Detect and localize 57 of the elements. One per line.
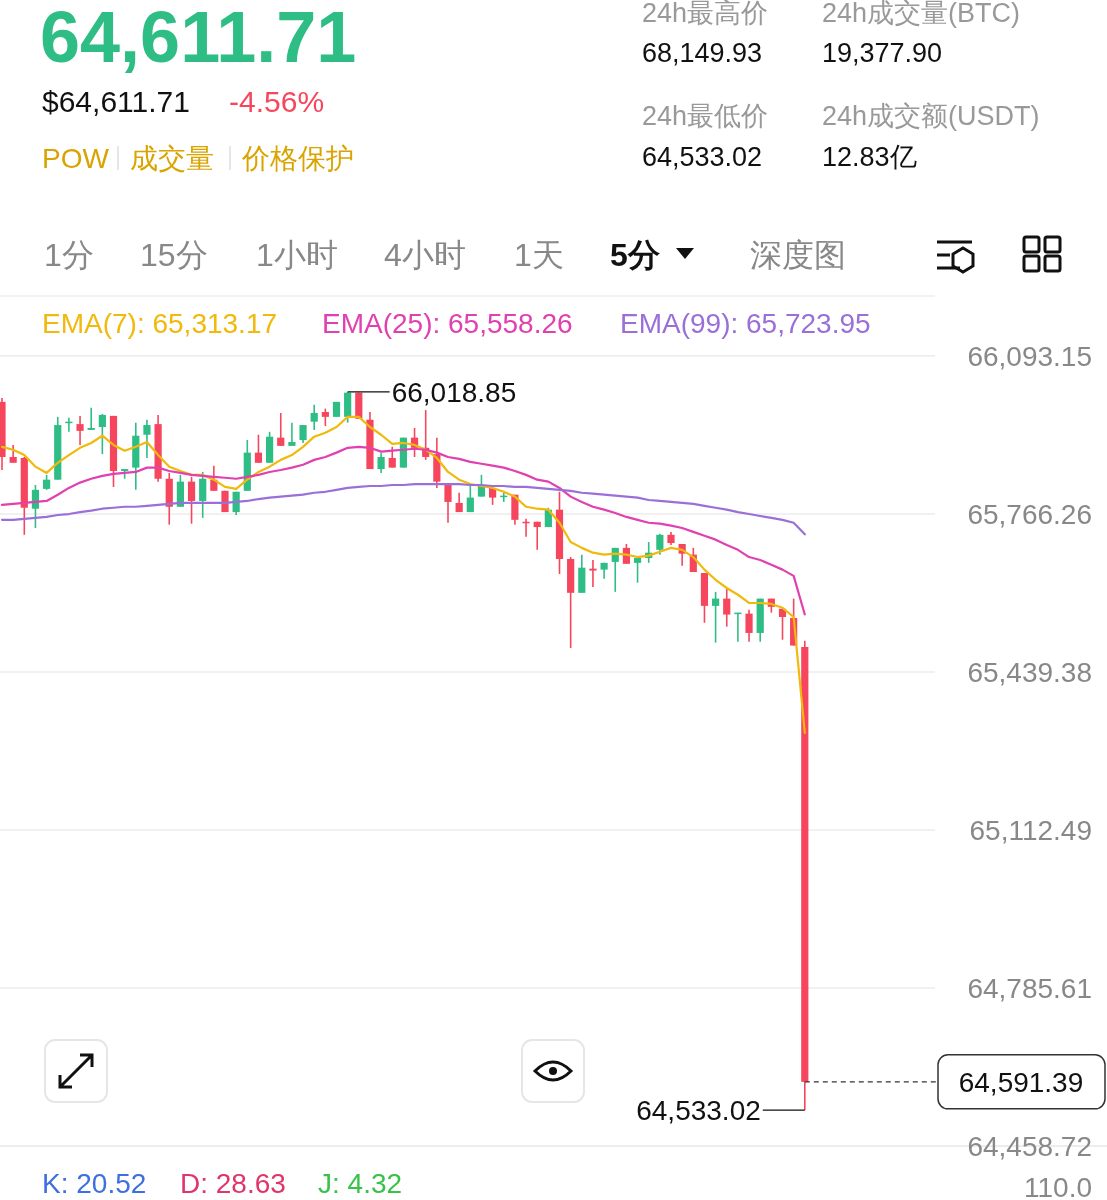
text: 4小时 [384, 237, 466, 273]
text: 1天 [514, 237, 564, 273]
text: EMA(7): 65,313.17 [42, 308, 278, 339]
candlestick [388, 446, 396, 469]
y-tick-label: 65,439.38 [967, 656, 1092, 688]
candlestick [466, 484, 474, 513]
annotation: 66,018.85 [391, 376, 517, 408]
candlestick [288, 421, 296, 447]
text: 成交量 [130, 143, 214, 174]
y-tick-label: 65,112.49 [969, 814, 1092, 846]
candlestick [377, 451, 385, 474]
candlestick [187, 476, 196, 525]
candlestick [143, 418, 151, 459]
chart-title: 64,611.71 [40, 0, 357, 77]
text: 价格保护 [241, 143, 354, 174]
candlestick [723, 587, 731, 628]
candlestick [199, 471, 207, 519]
text: 5分 [610, 237, 660, 273]
text: 19,377.90 [822, 38, 943, 68]
ref-line-label: 64,591.39 [958, 1066, 1084, 1098]
candlestick [533, 520, 541, 551]
text: -4.56% [229, 85, 325, 118]
text: D: 28.63 [180, 1168, 286, 1199]
text: 12.83亿 [822, 142, 917, 172]
text: 24h成交额(USDT) [822, 101, 1040, 131]
candlestick [98, 413, 106, 455]
candlestick [76, 415, 84, 446]
text: 1分 [44, 237, 94, 273]
candlestick [745, 608, 753, 643]
text: EMA(99): 65,723.95 [620, 308, 871, 339]
y-tick-label: 65,766.26 [967, 498, 1092, 530]
text: 64,533.02 [642, 142, 763, 172]
y-tick-label: 66,093.15 [967, 340, 1092, 372]
line-series [0, 415, 806, 735]
candlestick [310, 403, 318, 431]
text: 24h最低价 [642, 101, 769, 131]
annotation: 64,533.02 [636, 1095, 761, 1127]
candlestick [254, 433, 263, 464]
candlestick [712, 591, 720, 644]
candlestick [633, 556, 642, 584]
text: 15分 [140, 237, 208, 273]
candlestick [87, 406, 95, 431]
text: K: 20.52 [42, 1168, 147, 1199]
text: 68,149.93 [642, 38, 763, 68]
text: EMA(25): 65,558.26 [322, 308, 573, 339]
chart-subtitle: $64,611.71 [42, 85, 190, 118]
candlestick [444, 484, 452, 524]
y-tick-label: 64,785.61 [967, 972, 1092, 1004]
candlestick [277, 412, 285, 447]
text: 110.0 [1024, 1172, 1092, 1200]
text: 深度图 [750, 237, 846, 273]
text: J: 4.32 [318, 1168, 403, 1199]
candlestick [589, 559, 597, 588]
text: 1小时 [256, 237, 338, 273]
text: POW [42, 143, 110, 174]
y-tick-label: 64,458.72 [967, 1131, 1092, 1162]
candlestick [656, 533, 664, 556]
